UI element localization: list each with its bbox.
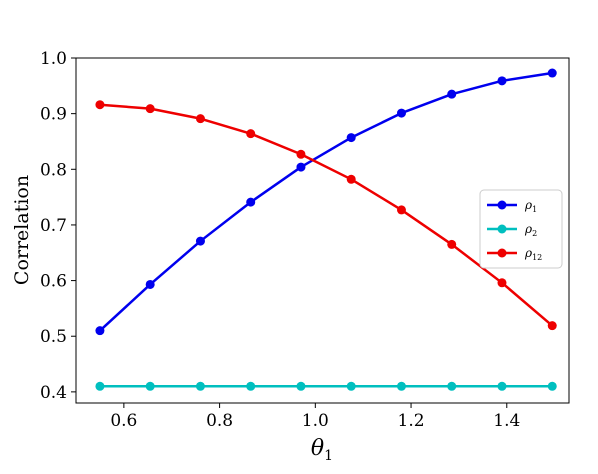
y-axis-label: Correlation	[11, 175, 33, 285]
series-3	[95, 100, 557, 331]
data-point	[95, 381, 105, 391]
data-point	[296, 162, 306, 172]
y-tick-label: 0.5	[40, 327, 67, 347]
legend-label: ρ1	[524, 198, 537, 214]
data-point	[95, 326, 105, 336]
series-line	[99, 103, 554, 327]
series-layer	[95, 68, 557, 391]
x-axis-label: θ1	[311, 436, 333, 464]
x-tick-label: 1.2	[398, 411, 425, 431]
legend-item: ρ1	[487, 198, 537, 214]
x-axis: 0.6 0.8 1.0 1.2 1.4	[110, 403, 520, 431]
data-point	[195, 381, 205, 391]
plot-frame	[75, 57, 570, 404]
y-tick-label: 0.9	[40, 105, 67, 125]
y-axis: 0.4 0.5 0.6 0.7 0.8 0.9 1.0	[40, 49, 76, 403]
data-point	[145, 381, 155, 391]
y-tick-label: 0.7	[40, 216, 67, 236]
x-tick-label: 1.4	[493, 411, 520, 431]
data-point	[497, 381, 507, 391]
data-point	[396, 108, 406, 118]
legend-label: ρ12	[524, 246, 542, 262]
data-point	[447, 239, 457, 249]
y-tick-label: 0.4	[40, 383, 67, 403]
legend-label-symbol: ρ	[524, 246, 532, 260]
legend-label-symbol: ρ	[524, 222, 532, 236]
data-point	[95, 100, 105, 110]
x-axis-label-subscript: 1	[324, 448, 333, 464]
legend-label-subscript: 12	[532, 253, 542, 262]
y-tick-label: 0.6	[40, 272, 67, 292]
data-point	[497, 76, 507, 86]
data-point	[145, 104, 155, 114]
legend-marker	[497, 248, 507, 258]
legend-item: ρ2	[487, 222, 537, 238]
data-point	[396, 205, 406, 215]
series-line	[99, 71, 553, 332]
data-point	[497, 278, 507, 288]
data-point	[447, 89, 457, 99]
legend-label-subscript: 1	[532, 205, 537, 214]
data-point	[246, 197, 256, 207]
legend-item: ρ12	[487, 246, 542, 262]
data-point	[296, 149, 306, 159]
legend-label: ρ2	[524, 222, 537, 238]
series-2	[95, 381, 557, 391]
legend-marker	[497, 200, 507, 210]
data-point	[547, 381, 557, 391]
series-1	[95, 68, 557, 336]
x-tick-label: 0.6	[110, 411, 137, 431]
x-tick-label: 1.0	[302, 411, 329, 431]
x-axis-label-symbol: θ	[311, 436, 324, 461]
x-tick-label: 0.8	[206, 411, 233, 431]
legend-label-subscript: 2	[532, 229, 537, 238]
y-tick-label: 1.0	[40, 49, 67, 69]
legend-box	[479, 189, 563, 269]
data-point	[346, 133, 356, 143]
data-point	[246, 129, 256, 139]
data-point	[547, 68, 557, 78]
y-tick-label: 0.8	[40, 160, 67, 180]
data-point	[246, 381, 256, 391]
data-point	[296, 381, 306, 391]
data-point	[346, 381, 356, 391]
data-point	[396, 381, 406, 391]
legend-label-symbol: ρ	[524, 198, 532, 212]
data-point	[195, 236, 205, 246]
legend-marker	[497, 224, 507, 234]
data-point	[547, 321, 557, 331]
data-point	[145, 279, 155, 289]
data-point	[447, 381, 457, 391]
data-point	[346, 174, 356, 184]
data-point	[195, 114, 205, 124]
